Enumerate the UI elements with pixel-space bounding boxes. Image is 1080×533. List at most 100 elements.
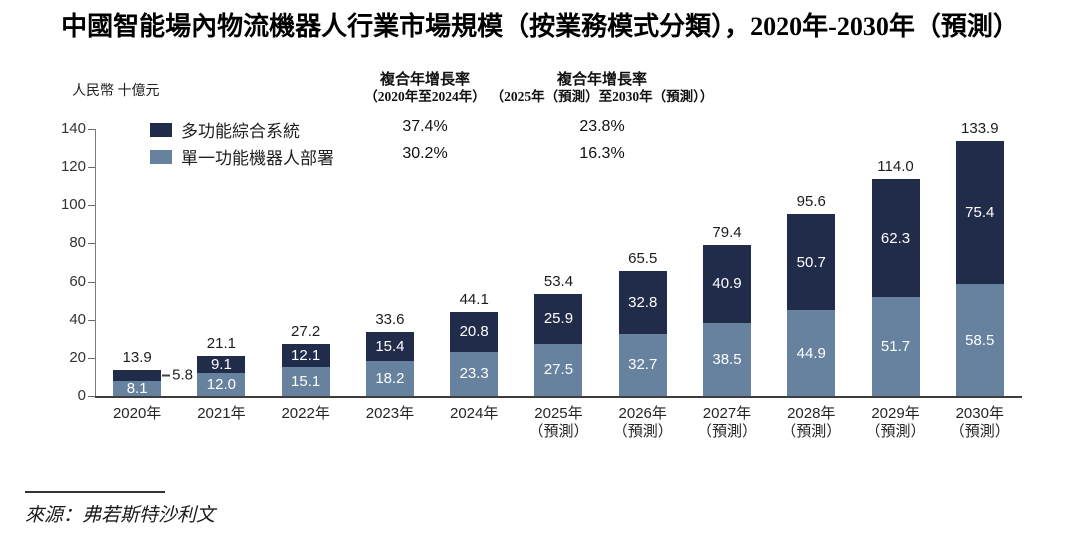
x-tick-label: 2024年 — [432, 405, 516, 441]
y-tick-mark — [88, 129, 95, 130]
bar-total-label: 53.4 — [543, 273, 574, 291]
y-tick-label: 140 — [60, 120, 86, 137]
stacked-bar: 95.6 50.7 44.9 — [787, 193, 836, 396]
x-tick-year: 2023年 — [365, 405, 415, 422]
bar-total-label: 27.2 — [291, 323, 321, 341]
y-tick-label: 60 — [69, 272, 86, 290]
y-tick-label: 0 — [77, 387, 86, 404]
cagr-value-single-function: 16.3% — [579, 145, 625, 162]
cagr-header-line2: （2025年（預測）至2030年（預測）） — [490, 89, 714, 104]
bar-total-label: 133.9 — [961, 119, 999, 137]
bar-segment: 12.0 — [197, 373, 246, 396]
x-tick-forecast-note: （預測） — [949, 423, 1010, 440]
bar-segment: 9.1 — [197, 355, 246, 374]
x-tick-label: 2026年 （預測） — [601, 405, 685, 441]
bar-segment-label: 40.9 — [712, 275, 742, 293]
y-tick-mark — [88, 319, 95, 321]
y-tick-mark — [88, 357, 95, 359]
bar-total-label: 44.1 — [459, 290, 489, 308]
y-tick-mark — [88, 167, 95, 169]
bar-segment: 32.7 — [618, 333, 667, 396]
stacked-bar: 114.0 62.3 51.7 — [871, 158, 920, 396]
cagr-column-2020-2024: 複合年增長率 （2020年至2024年） 37.4% 30.2% — [335, 72, 515, 162]
bar-segment-label: 15.1 — [291, 373, 321, 391]
chart-title: 中國智能場內物流機器人行業市場規模（按業務模式分類），2020年-2030年（預… — [61, 12, 1019, 41]
stacked-bar: 33.6 15.4 18.2 — [365, 311, 414, 396]
x-tick-label: 2023年 — [348, 405, 432, 441]
x-tick-year: 2021年 — [197, 405, 246, 422]
bar-segment: 75.4 — [955, 140, 1004, 285]
y-tick-label: 120 — [60, 158, 86, 176]
x-tick-label: 2028年 （預測） — [769, 405, 853, 441]
x-tick-forecast-note: （預測） — [696, 423, 757, 440]
x-tick-label: 2029年 （預測） — [853, 405, 937, 441]
bar-segment: 62.3 — [871, 178, 920, 298]
bar-segment: 38.5 — [702, 322, 751, 396]
bar-segment-label: 75.4 — [965, 204, 995, 222]
bar-total-label: 21.1 — [206, 334, 236, 352]
x-tick-forecast-note: （預測） — [528, 423, 589, 440]
bar-segment-label: 50.7 — [796, 253, 826, 271]
stacked-bar: 44.1 20.8 23.3 — [450, 291, 499, 396]
x-tick-forecast-note: （預測） — [781, 423, 842, 440]
stacked-bar: 27.2 12.1 15.1 — [281, 323, 330, 396]
bar-total-label: 79.4 — [712, 223, 742, 241]
stacked-bar: 21.1 9.1 12.0 — [197, 335, 246, 396]
bar-segment-label: 44.9 — [796, 344, 826, 362]
x-tick-label: 2027年 （預測） — [685, 405, 769, 441]
cagr-header-line2: （2020年至2024年） — [364, 89, 486, 104]
y-tick-label: 80 — [69, 234, 86, 252]
cagr-value-multifunction: 37.4% — [402, 118, 448, 135]
legend-item: 單一功能機器人部署 — [150, 143, 334, 170]
bar-segment-label: 23.3 — [459, 365, 489, 383]
bar-slot: 13.9 5.8 8.1 — [95, 129, 193, 397]
legend-label: 單一功能機器人部署 — [181, 149, 334, 168]
x-tick-label: 2025年 （預測） — [516, 405, 600, 441]
legend: 多功能綜合系統 單一功能機器人部署 — [150, 116, 334, 170]
bar-slot: 21.1 9.1 12.0 — [179, 129, 263, 396]
bar-segment-label: 8.1 — [126, 379, 148, 397]
bar-segment: 51.7 — [871, 297, 920, 396]
cagr-header-line1: 複合年增長率 — [556, 72, 647, 88]
bar-slot: 53.4 25.9 27.5 — [516, 129, 600, 396]
bar-total-label: 33.6 — [375, 310, 405, 328]
bar-segment: 15.4 — [365, 331, 414, 362]
y-tick-label: 40 — [69, 310, 86, 328]
x-tick-year: 2025年 — [534, 405, 583, 422]
x-tick-year: 2030年 — [955, 405, 1004, 422]
stacked-bar: 79.4 40.9 38.5 — [702, 224, 751, 396]
bar-segment: 44.9 — [787, 310, 836, 396]
bar-segment-label: 12.1 — [291, 347, 321, 365]
bar-slot: 79.4 40.9 38.5 — [685, 129, 769, 396]
bar-segment-label: 9.1 — [210, 355, 232, 373]
bar-slot: 95.6 50.7 44.9 — [769, 129, 853, 396]
bar-segment-label: 32.7 — [628, 356, 658, 374]
bar-slot: 133.9 75.4 58.5 — [938, 120, 1022, 396]
bar-segment-label: 5.8 — [172, 366, 193, 384]
stacked-bar: 133.9 75.4 58.5 — [955, 120, 1004, 396]
bar-segment: 15.1 — [281, 367, 330, 396]
legend-swatch — [150, 149, 172, 164]
bar-segment-label: 18.2 — [375, 370, 405, 388]
x-tick-label: 2021年 — [179, 405, 263, 441]
bar-segment-label: 15.4 — [375, 338, 405, 356]
x-tick-year: 2026年 — [618, 405, 667, 422]
bar-segment: 40.9 — [702, 244, 751, 323]
stacked-bar: 13.9 5.8 8.1 — [113, 349, 193, 397]
cagr-header-line1: 複合年增長率 — [379, 72, 470, 88]
x-tick-year: 2024年 — [450, 405, 499, 422]
bar-segment-label: 20.8 — [459, 323, 489, 341]
x-tick-year: 2027年 — [702, 405, 752, 422]
cagr-column-2025-2030: 複合年增長率 （2025年（預測）至2030年（預測）） 23.8% 16.3% — [480, 72, 724, 162]
bar-segment: 32.8 — [618, 271, 667, 334]
x-tick-year: 2029年 — [871, 405, 920, 422]
x-tick-label: 2030年 （預測） — [938, 405, 1022, 441]
bar-segment: 50.7 — [787, 213, 836, 311]
cagr-value-multifunction: 23.8% — [579, 118, 625, 135]
x-tick-year: 2022年 — [281, 405, 330, 422]
y-tick-label: 20 — [69, 348, 86, 366]
x-tick-year: 2028年 — [787, 405, 836, 422]
bar-segment-label: 51.7 — [880, 338, 911, 356]
bar-segment: 27.5 — [534, 343, 583, 396]
